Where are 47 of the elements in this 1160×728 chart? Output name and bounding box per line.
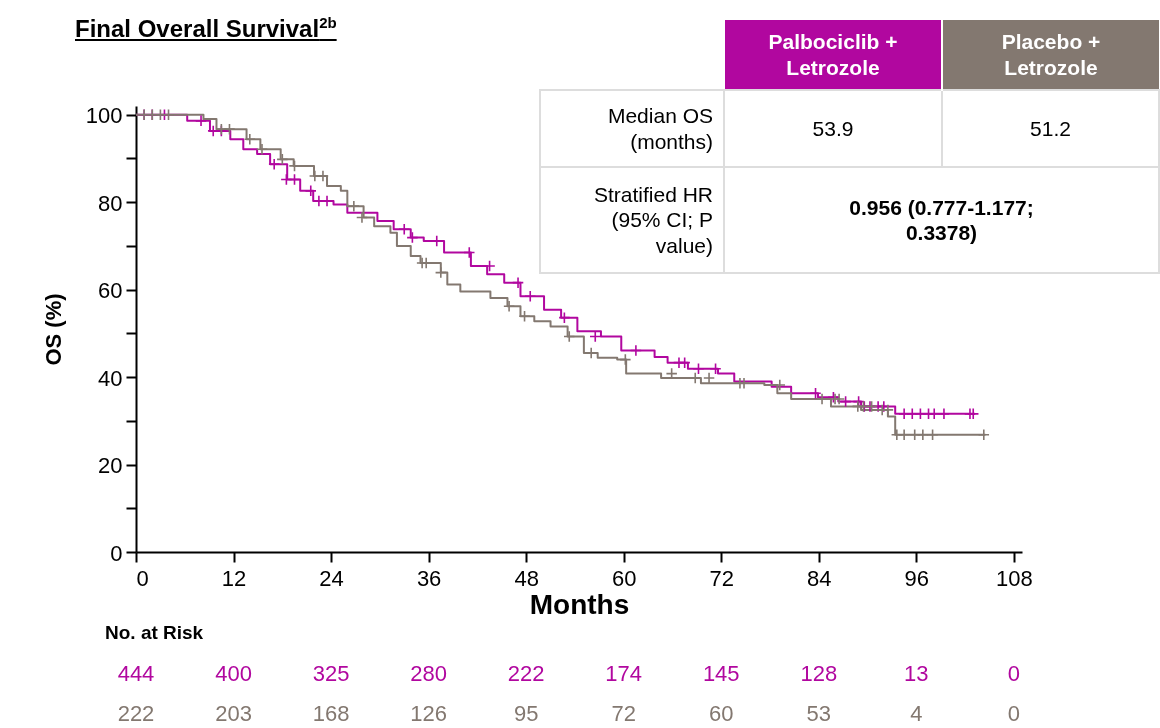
text: 0 [1007, 661, 1020, 687]
x-axis-title: Months [529, 588, 630, 620]
chart-title: Final Overall Survival$^{2b}$ [75, 14, 337, 43]
text: 168 [312, 701, 350, 727]
x-tick-label: 72 [709, 565, 734, 591]
text: 51.2 [942, 90, 1159, 167]
text: 72 [611, 701, 636, 727]
text: 128 [800, 661, 838, 687]
text: 53 [806, 701, 832, 727]
text: 222 [507, 661, 545, 687]
text: 400 [215, 661, 252, 687]
annotation: 53.9 [724, 90, 942, 167]
x-tick-label: 60 [611, 565, 637, 591]
text: 4 [910, 701, 923, 727]
text: 444 [117, 661, 155, 687]
text: 280 [410, 661, 447, 687]
text: 222 [117, 701, 155, 727]
text: Placebo + Letrozole [942, 20, 1159, 90]
y-tick-label: 80 [98, 190, 123, 216]
x-tick-label: 24 [319, 565, 344, 591]
y-axis-title: OS (%) [40, 293, 66, 366]
y-tick-label: 0 [110, 540, 123, 566]
text: 0 [1007, 701, 1020, 727]
text: 145 [702, 661, 740, 687]
text: 60 [708, 701, 734, 727]
text: 203 [215, 701, 252, 727]
x-tick-label: 96 [904, 565, 930, 591]
annotation: Median OS (months) [540, 90, 724, 167]
text: 126 [410, 701, 447, 727]
x-tick-label: 48 [514, 565, 539, 591]
annotation: Stratified HR (95% CI; P value) [540, 167, 724, 273]
text: 325 [312, 661, 350, 687]
text: No. at Risk [105, 622, 204, 644]
y-tick-label: 40 [98, 365, 123, 391]
text: Palbociclib + Letrozole [724, 20, 942, 90]
x-tick-label: 12 [221, 565, 247, 591]
x-tick-label: 36 [416, 565, 442, 591]
y-tick-label: 20 [98, 453, 123, 479]
text: 95 [513, 701, 539, 727]
x-tick-label: 0 [136, 565, 149, 591]
annotation: 0.956 (0.777-1.177; 0.3378) [724, 167, 1159, 273]
y-tick-label: 60 [98, 278, 123, 304]
y-tick-label: 100 [85, 103, 123, 129]
text: 13 [904, 661, 929, 687]
text: 174 [605, 661, 643, 687]
x-tick-label: 84 [807, 565, 832, 591]
x-tick-label: 108 [996, 565, 1033, 591]
